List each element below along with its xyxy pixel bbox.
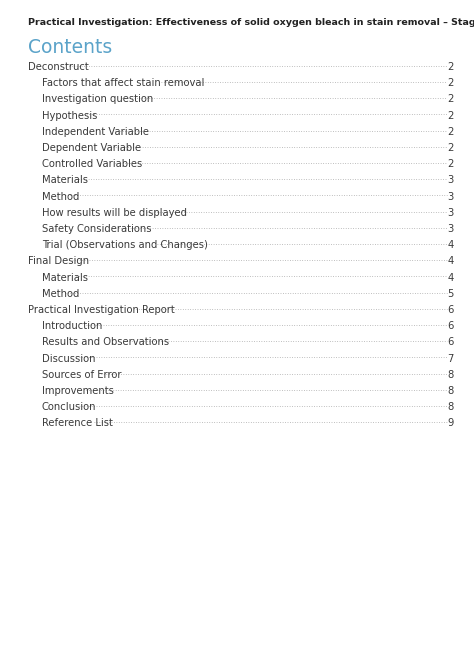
Text: 2: 2 xyxy=(447,143,454,153)
Text: Materials: Materials xyxy=(42,273,88,283)
Text: Independent Variable: Independent Variable xyxy=(42,127,149,137)
Text: Practical Investigation: Effectiveness of solid oxygen bleach in stain removal –: Practical Investigation: Effectiveness o… xyxy=(28,18,474,27)
Text: 3: 3 xyxy=(448,208,454,218)
Text: Conclusion: Conclusion xyxy=(42,402,97,412)
Text: 8: 8 xyxy=(448,386,454,396)
Text: Introduction: Introduction xyxy=(42,321,102,331)
Text: Controlled Variables: Controlled Variables xyxy=(42,159,142,170)
Text: 6: 6 xyxy=(447,321,454,331)
Text: Trial (Observations and Changes): Trial (Observations and Changes) xyxy=(42,241,208,250)
Text: 3: 3 xyxy=(448,224,454,234)
Text: 6: 6 xyxy=(447,338,454,348)
Text: 4: 4 xyxy=(448,257,454,267)
Text: Deconstruct: Deconstruct xyxy=(28,62,89,72)
Text: Safety Considerations: Safety Considerations xyxy=(42,224,152,234)
Text: Reference List: Reference List xyxy=(42,418,113,428)
Text: Results and Observations: Results and Observations xyxy=(42,338,169,348)
Text: Practical Investigation Report: Practical Investigation Report xyxy=(28,305,175,315)
Text: 5: 5 xyxy=(447,289,454,299)
Text: 4: 4 xyxy=(448,241,454,250)
Text: Sources of Error: Sources of Error xyxy=(42,370,121,380)
Text: 7: 7 xyxy=(447,354,454,364)
Text: 2: 2 xyxy=(447,62,454,72)
Text: Factors that affect stain removal: Factors that affect stain removal xyxy=(42,78,204,88)
Text: Final Design: Final Design xyxy=(28,257,89,267)
Text: 8: 8 xyxy=(448,370,454,380)
Text: 9: 9 xyxy=(447,418,454,428)
Text: 2: 2 xyxy=(447,78,454,88)
Text: 2: 2 xyxy=(447,111,454,121)
Text: Method: Method xyxy=(42,192,79,202)
Text: 3: 3 xyxy=(448,176,454,186)
Text: 6: 6 xyxy=(447,305,454,315)
Text: Investigation question: Investigation question xyxy=(42,94,153,105)
Text: Hypothesis: Hypothesis xyxy=(42,111,97,121)
Text: How results will be displayed: How results will be displayed xyxy=(42,208,187,218)
Text: Materials: Materials xyxy=(42,176,88,186)
Text: 3: 3 xyxy=(448,192,454,202)
Text: Discussion: Discussion xyxy=(42,354,95,364)
Text: Contents: Contents xyxy=(28,38,112,57)
Text: 8: 8 xyxy=(448,402,454,412)
Text: 2: 2 xyxy=(447,94,454,105)
Text: 4: 4 xyxy=(448,273,454,283)
Text: 2: 2 xyxy=(447,159,454,170)
Text: Method: Method xyxy=(42,289,79,299)
Text: Improvements: Improvements xyxy=(42,386,114,396)
Text: 2: 2 xyxy=(447,127,454,137)
Text: Dependent Variable: Dependent Variable xyxy=(42,143,141,153)
